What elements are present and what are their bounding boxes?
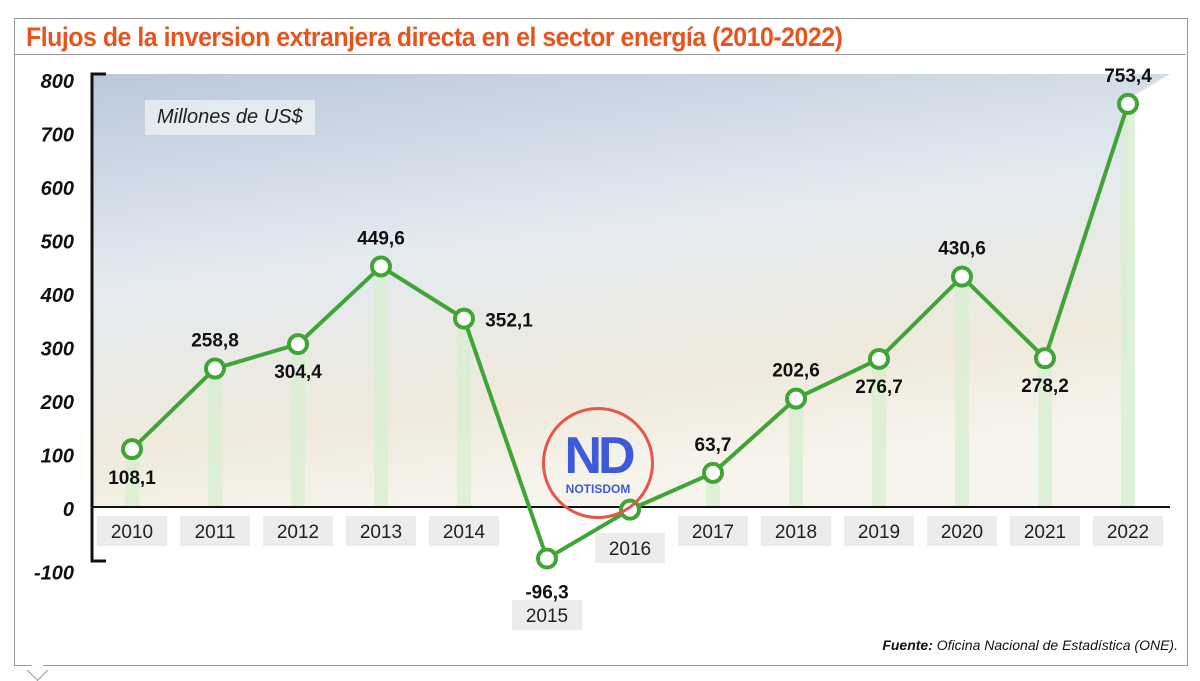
y-tick-label: 600 (41, 178, 74, 200)
x-tick-label: 2019 (858, 522, 900, 543)
notisdom-logo: ND NOTISDOM (542, 407, 654, 519)
data-point (785, 387, 807, 410)
source-label: Fuente: (882, 637, 933, 653)
y-tick-label: -100 (34, 563, 74, 585)
unit-label: Millones de US$ (145, 100, 315, 135)
data-label: 449,6 (357, 228, 405, 249)
x-tick-label: 2021 (1024, 522, 1066, 543)
x-tick-label: 2018 (775, 522, 817, 543)
data-label: 258,8 (191, 331, 239, 352)
x-tick-label: 2020 (941, 522, 983, 543)
data-point (951, 265, 973, 288)
value-column (955, 276, 969, 507)
source-text: Oficina Nacional de Estadística (ONE). (936, 637, 1178, 653)
data-label: 63,7 (695, 435, 732, 456)
data-label: 276,7 (855, 377, 903, 398)
y-tick-label: 300 (41, 339, 74, 361)
value-column (872, 358, 886, 507)
x-tick-box (678, 516, 748, 546)
value-column (789, 398, 803, 507)
value-column (208, 368, 222, 507)
data-point (370, 255, 392, 278)
data-point (868, 347, 890, 370)
data-label: 430,6 (938, 239, 986, 260)
x-tick-label: 2013 (360, 522, 402, 543)
value-column (1038, 358, 1052, 507)
x-tick-label: 2010 (111, 522, 153, 543)
y-tick-label: 0 (63, 499, 74, 521)
x-tick-box (97, 516, 167, 546)
x-tick-box (1010, 516, 1080, 546)
background-photo (92, 74, 1170, 507)
x-tick-box (844, 516, 914, 546)
data-label: -96,3 (525, 583, 568, 604)
data-label: 304,4 (274, 362, 322, 383)
chart-title: Flujos de la inversion extranjera direct… (26, 22, 843, 52)
x-tick-box (346, 516, 416, 546)
title-divider (14, 54, 1186, 55)
y-axis (90, 72, 106, 563)
data-label: 108,1 (108, 468, 156, 489)
x-tick-label: 2015 (526, 606, 568, 627)
data-point (453, 307, 475, 330)
data-point (121, 438, 143, 461)
value-column (1121, 103, 1135, 507)
x-tick-label: 2016 (609, 539, 651, 560)
x-tick-box (512, 600, 582, 630)
data-point (536, 547, 558, 570)
x-tick-label: 2022 (1107, 522, 1149, 543)
x-tick-box (1093, 516, 1163, 546)
data-label: 278,2 (1021, 376, 1069, 397)
y-tick-label: 500 (41, 232, 74, 254)
x-tick-box (180, 516, 250, 546)
data-point (287, 333, 309, 356)
value-column (125, 449, 139, 507)
data-point (204, 357, 226, 380)
value-column (291, 344, 305, 507)
x-tick-box (595, 533, 665, 563)
data-point (1117, 92, 1139, 115)
x-tick-box (927, 516, 997, 546)
y-tick-label: 700 (41, 125, 74, 147)
x-tick-box (429, 516, 499, 546)
data-label: 352,1 (485, 311, 533, 332)
y-tick-label: 100 (41, 446, 74, 468)
y-tick-label: 800 (41, 71, 74, 93)
data-point (1034, 347, 1056, 370)
x-tick-label: 2017 (692, 522, 734, 543)
data-label: 202,6 (772, 361, 820, 382)
y-tick-label: 400 (40, 285, 74, 307)
y-tick-label: 200 (40, 392, 74, 414)
data-point (702, 461, 724, 484)
value-column (457, 318, 471, 507)
x-tick-box (263, 516, 333, 546)
value-column (374, 266, 388, 507)
x-tick-label: 2014 (443, 522, 486, 543)
x-tick-label: 2011 (195, 522, 236, 543)
x-tick-box (761, 516, 831, 546)
data-label: 753,4 (1104, 66, 1152, 87)
x-tick-label: 2012 (277, 522, 319, 543)
source-note: Fuente: Oficina Nacional de Estadística … (882, 637, 1178, 653)
